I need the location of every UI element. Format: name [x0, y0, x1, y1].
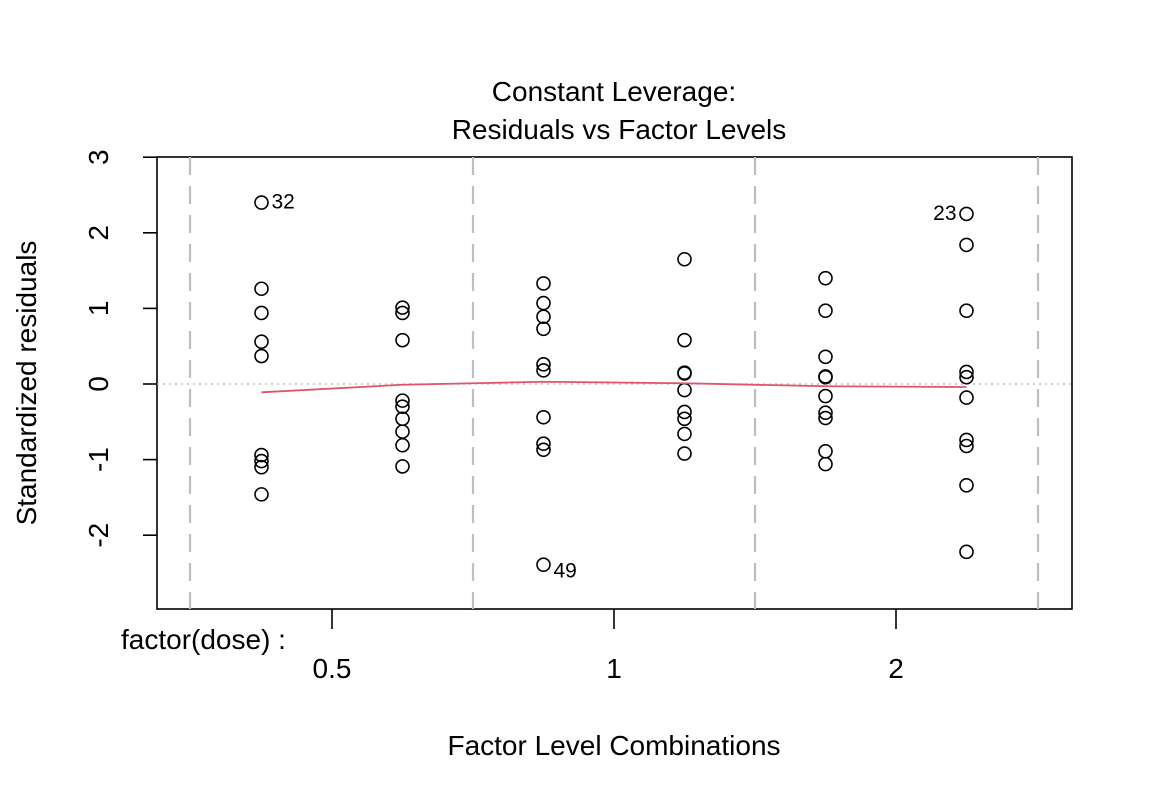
data-point-g3-7	[677, 426, 692, 442]
y-axis-label: Standardized residuals	[11, 241, 42, 526]
data-point-g3-8	[677, 446, 692, 461]
data-point-g5-7	[959, 438, 974, 454]
data-point-g5-0	[959, 206, 974, 222]
data-point-g0-1	[254, 281, 269, 297]
data-point-g5-6	[959, 432, 974, 448]
data-point-g0-5	[254, 447, 269, 463]
point-label-23: 23	[933, 202, 956, 225]
data-point-g3-6	[677, 411, 692, 427]
data-point-g1-1	[395, 305, 410, 321]
x-axis-label: Factor Level Combinations	[447, 730, 780, 761]
chart-title: Constant Leverage:	[492, 76, 736, 107]
data-point-g1-2	[395, 332, 410, 348]
data-point-g0-7	[254, 459, 269, 475]
data-point-g1-6	[395, 424, 410, 439]
data-point-g2-3	[536, 321, 551, 337]
data-point-g1-0	[395, 300, 410, 315]
data-point-g2-1	[536, 295, 551, 311]
data-point-g3-4	[677, 382, 692, 398]
data-point-g2-7	[536, 436, 551, 452]
data-point-g3-0	[677, 251, 692, 267]
data-point-g4-8	[818, 443, 833, 459]
data-point-g4-4	[818, 369, 833, 385]
data-point-g1-3	[395, 393, 410, 408]
data-point-g5-3	[959, 364, 974, 380]
data-point-g2-0	[536, 276, 551, 291]
y-tick-label-2: 0	[83, 376, 114, 392]
data-point-g4-0	[818, 270, 833, 286]
data-point-g3-5	[677, 404, 692, 420]
data-point-g0-3	[254, 334, 269, 349]
y-tick-label-1: -1	[83, 447, 114, 472]
x-tick-label-1: 1	[606, 653, 622, 684]
point-label-49: 49	[554, 560, 577, 583]
y-tick-label-4: 2	[83, 225, 114, 241]
data-point-g1-8	[395, 459, 410, 474]
point-label-32: 32	[272, 191, 295, 214]
data-point-g2-9	[536, 557, 551, 572]
data-point-g0-6	[254, 453, 269, 469]
data-point-g2-2	[536, 309, 551, 325]
data-point-g4-1	[818, 303, 833, 318]
data-point-g5-1	[959, 237, 974, 253]
data-point-g2-5	[536, 363, 551, 378]
data-point-g4-2	[818, 349, 833, 365]
x-tick-label-0: 0.5	[313, 653, 352, 684]
data-point-g1-5	[395, 411, 410, 427]
chart-subtitle: Residuals vs Factor Levels	[452, 114, 787, 145]
data-point-g0-0	[254, 195, 269, 210]
data-point-g0-2	[254, 305, 269, 321]
data-point-g2-6	[536, 409, 551, 425]
data-point-g1-7	[395, 437, 410, 453]
y-tick-label-0: -2	[83, 523, 114, 548]
factor-label: factor(dose) :	[121, 624, 286, 655]
data-point-g5-5	[959, 390, 974, 405]
data-point-g5-9	[959, 544, 974, 560]
data-point-g4-6	[818, 405, 833, 421]
data-point-g5-4	[959, 369, 974, 385]
data-point-g3-3	[677, 366, 692, 381]
data-point-g4-9	[818, 456, 833, 472]
data-point-g2-4	[536, 357, 551, 372]
smooth-line	[261, 380, 967, 394]
x-tick-label-2: 2	[888, 653, 904, 684]
data-point-g1-4	[395, 399, 410, 414]
data-point-g4-5	[818, 388, 833, 404]
y-tick-label-3: 1	[83, 301, 114, 317]
data-point-g5-2	[959, 303, 974, 318]
data-point-g4-7	[818, 410, 833, 426]
y-tick-label-5: 3	[83, 149, 114, 165]
data-point-g2-8	[536, 442, 551, 458]
data-point-g0-8	[254, 487, 269, 502]
data-point-g0-4	[254, 348, 269, 364]
data-point-g5-8	[959, 478, 974, 493]
data-point-g3-1	[677, 332, 692, 348]
